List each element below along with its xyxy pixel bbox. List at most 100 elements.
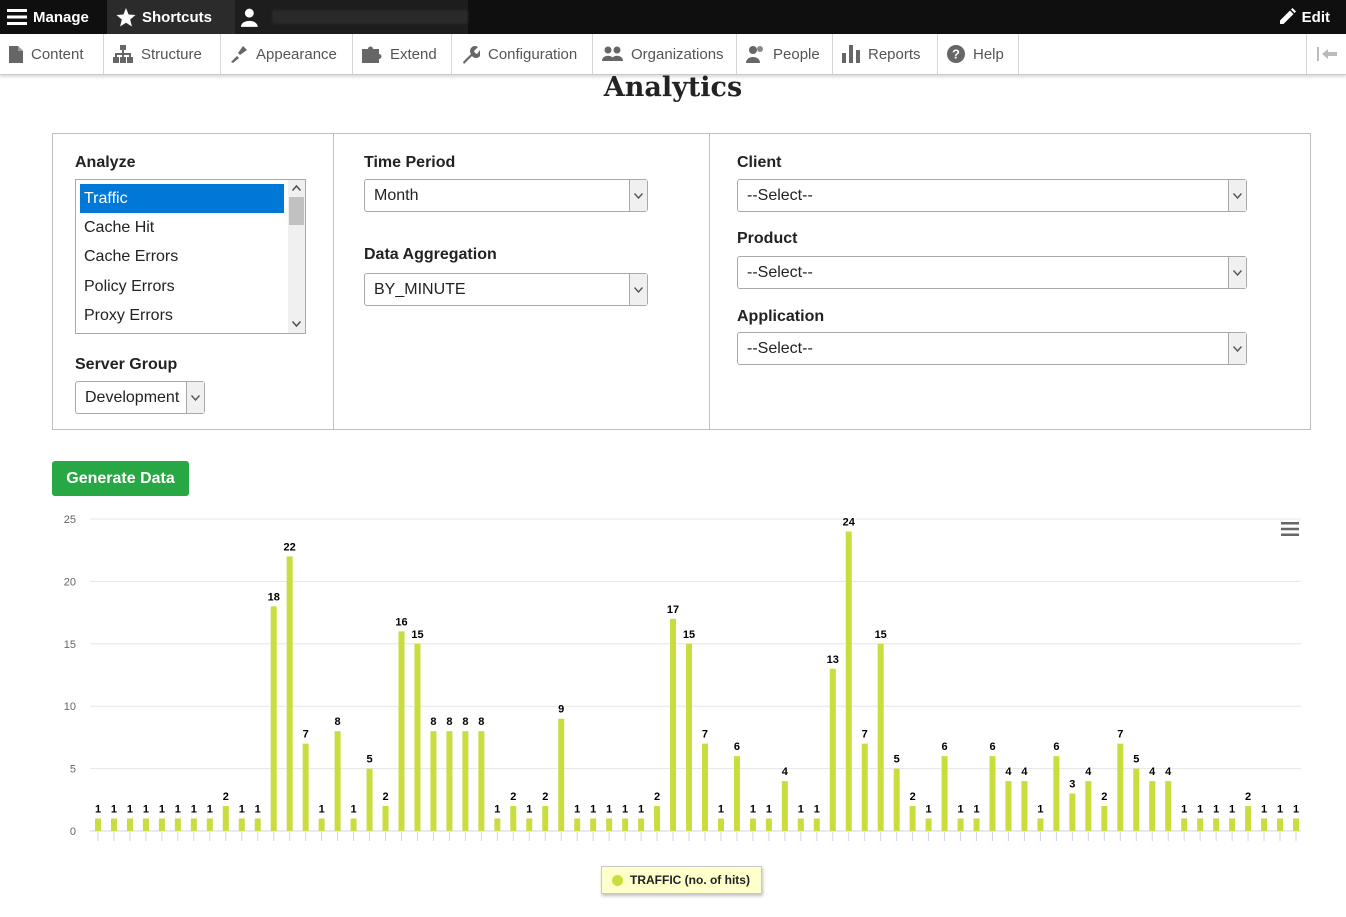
analyze-option-proxy-errors[interactable]: Proxy Errors — [84, 307, 173, 324]
bar[interactable] — [158, 818, 165, 831]
server-group-select[interactable]: Development — [75, 381, 205, 414]
bar[interactable] — [238, 818, 245, 831]
tray-item-structure[interactable]: Structure — [104, 34, 221, 74]
analyze-option-policy-errors[interactable]: Policy Errors — [84, 278, 175, 295]
bar[interactable] — [398, 631, 405, 831]
application-select[interactable]: --Select-- — [737, 332, 1247, 365]
bar[interactable] — [781, 781, 788, 831]
bar[interactable] — [622, 818, 629, 831]
dropdown-button[interactable] — [186, 382, 204, 413]
dropdown-button[interactable] — [1228, 333, 1246, 364]
bar[interactable] — [350, 818, 357, 831]
shortcuts-tab[interactable]: Shortcuts — [107, 0, 235, 34]
bar[interactable] — [925, 818, 932, 831]
bar[interactable] — [797, 818, 804, 831]
scroll-up-icon[interactable] — [292, 185, 301, 191]
bar[interactable] — [478, 731, 485, 831]
bar[interactable] — [302, 743, 309, 831]
product-select[interactable]: --Select-- — [737, 256, 1247, 289]
bar[interactable] — [126, 818, 133, 831]
bar[interactable] — [1117, 743, 1124, 831]
bar[interactable] — [1069, 793, 1076, 831]
tray-item-people[interactable]: People — [737, 34, 833, 74]
edit-button[interactable]: Edit — [1278, 0, 1330, 34]
client-select[interactable]: --Select-- — [737, 179, 1247, 212]
bar[interactable] — [206, 818, 213, 831]
bar[interactable] — [318, 818, 325, 831]
bar[interactable] — [670, 618, 677, 831]
bar[interactable] — [909, 806, 916, 831]
bar[interactable] — [190, 818, 197, 831]
bar[interactable] — [1245, 806, 1252, 831]
bar[interactable] — [638, 818, 645, 831]
generate-data-button[interactable]: Generate Data — [52, 461, 189, 496]
bar[interactable] — [1261, 818, 1268, 831]
bar[interactable] — [446, 731, 453, 831]
bar[interactable] — [1037, 818, 1044, 831]
dropdown-button[interactable] — [629, 180, 647, 211]
bar[interactable] — [1165, 781, 1172, 831]
listbox-scrollbar[interactable] — [288, 180, 305, 333]
bar[interactable] — [829, 668, 836, 831]
bar[interactable] — [462, 731, 469, 831]
tray-item-configuration[interactable]: Configuration — [452, 34, 593, 74]
bar[interactable] — [526, 818, 533, 831]
bar[interactable] — [701, 743, 708, 831]
chart-context-menu-icon[interactable] — [1281, 521, 1299, 537]
bar[interactable] — [1277, 818, 1284, 831]
bar[interactable] — [510, 806, 517, 831]
bar[interactable] — [142, 818, 149, 831]
bar[interactable] — [941, 756, 948, 831]
tray-item-appearance[interactable]: Appearance — [221, 34, 353, 74]
analyze-option-cache-hit[interactable]: Cache Hit — [84, 219, 155, 236]
analyze-listbox[interactable]: Traffic Cache Hit Cache Errors Policy Er… — [75, 179, 306, 334]
bar[interactable] — [1293, 818, 1299, 831]
bar[interactable] — [877, 643, 884, 831]
data-aggregation-select[interactable]: BY_MINUTE — [364, 273, 648, 306]
bar[interactable] — [1053, 756, 1060, 831]
bar[interactable] — [110, 818, 117, 831]
bar[interactable] — [382, 806, 389, 831]
bar[interactable] — [1181, 818, 1188, 831]
bar[interactable] — [733, 756, 740, 831]
bar[interactable] — [1133, 768, 1140, 831]
bar[interactable] — [558, 718, 565, 831]
bar[interactable] — [606, 818, 613, 831]
bar[interactable] — [286, 556, 293, 831]
bar[interactable] — [95, 818, 101, 831]
bar[interactable] — [749, 818, 756, 831]
bar[interactable] — [222, 806, 229, 831]
bar[interactable] — [686, 643, 693, 831]
bar[interactable] — [1101, 806, 1108, 831]
scrollbar-thumb[interactable] — [289, 197, 304, 225]
bar[interactable] — [989, 756, 996, 831]
bar[interactable] — [1229, 818, 1236, 831]
dropdown-button[interactable] — [1228, 180, 1246, 211]
time-period-select[interactable]: Month — [364, 179, 648, 212]
bar[interactable] — [334, 731, 341, 831]
dropdown-button[interactable] — [629, 274, 647, 305]
bar[interactable] — [813, 818, 820, 831]
tray-item-content[interactable]: Content — [0, 34, 104, 74]
bar[interactable] — [654, 806, 661, 831]
analyze-option-traffic[interactable]: Traffic — [80, 184, 284, 213]
bar[interactable] — [254, 818, 261, 831]
bar[interactable] — [845, 531, 852, 831]
bar[interactable] — [494, 818, 501, 831]
bar[interactable] — [542, 806, 549, 831]
chart-legend[interactable]: TRAFFIC (no. of hits) — [601, 866, 762, 894]
bar[interactable] — [861, 743, 868, 831]
bar[interactable] — [1085, 781, 1092, 831]
user-tab[interactable] — [235, 0, 468, 34]
bar[interactable] — [366, 768, 373, 831]
bar[interactable] — [957, 818, 964, 831]
dropdown-button[interactable] — [1228, 257, 1246, 288]
tray-item-extend[interactable]: Extend — [353, 34, 452, 74]
bar[interactable] — [1005, 781, 1012, 831]
bar[interactable] — [973, 818, 980, 831]
bar[interactable] — [717, 818, 724, 831]
tray-item-reports[interactable]: Reports — [833, 34, 938, 74]
bar[interactable] — [270, 606, 277, 831]
bar[interactable] — [1021, 781, 1028, 831]
tray-orientation-toggle[interactable] — [1306, 34, 1346, 74]
